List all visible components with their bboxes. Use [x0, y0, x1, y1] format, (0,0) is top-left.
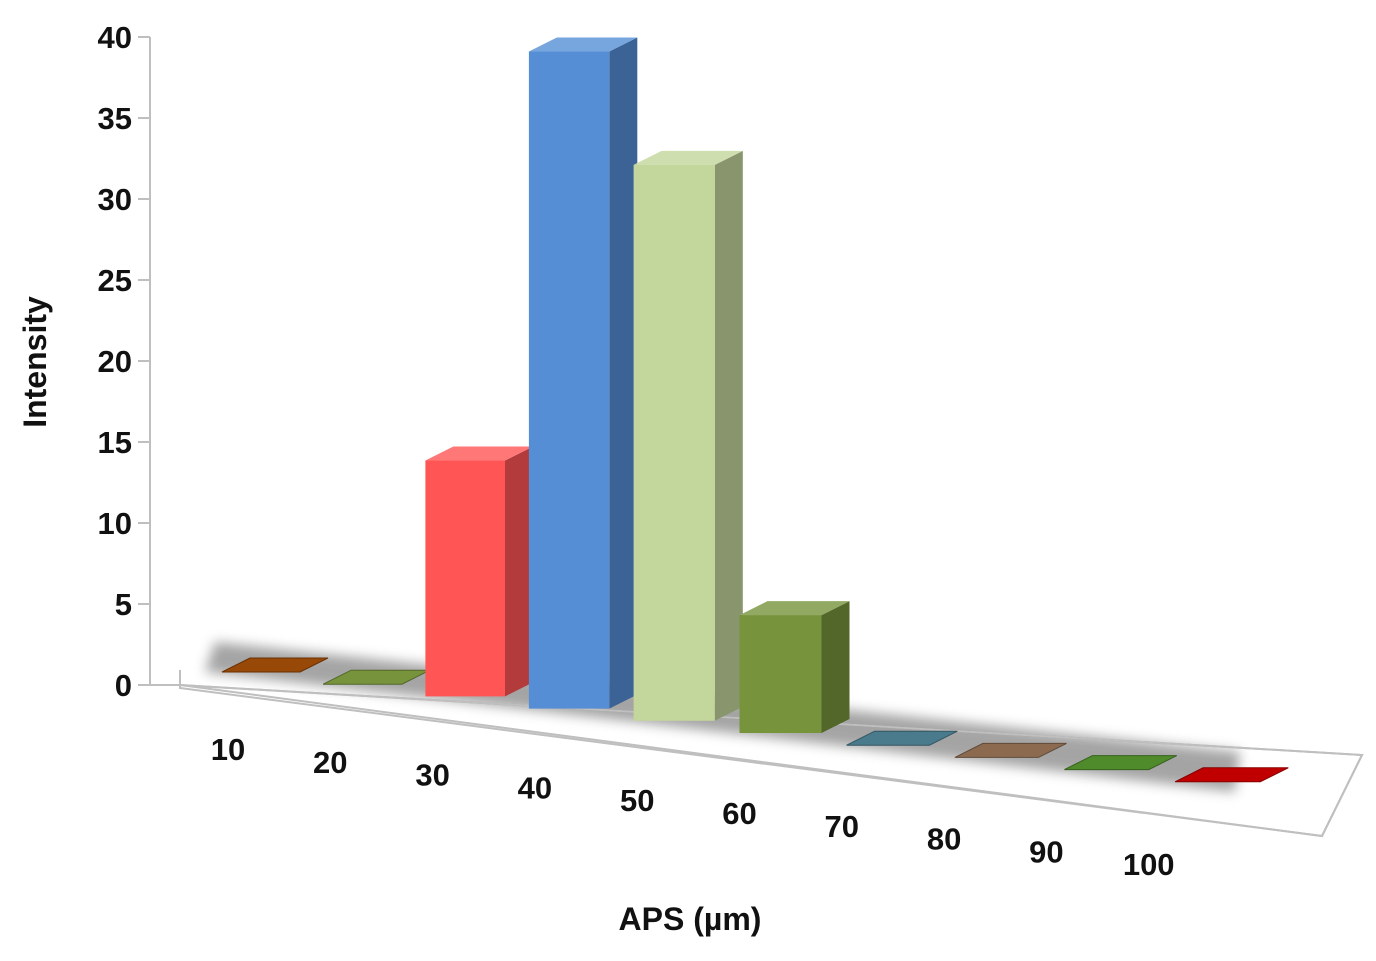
x-tick-label: 90 — [1029, 834, 1063, 869]
bar-10 — [221, 657, 329, 673]
bar-flat-tile — [1174, 767, 1289, 783]
x-tick-label: 10 — [211, 732, 245, 767]
y-tick-label: 35 — [98, 101, 132, 136]
bar-30 — [425, 446, 533, 697]
bar-70 — [846, 730, 958, 746]
bar-side — [821, 601, 850, 733]
x-tick-label: 30 — [415, 758, 449, 793]
bar-flat-tile — [1064, 755, 1178, 771]
bar-top — [425, 446, 533, 461]
bar-top — [633, 150, 743, 165]
y-axis-title: Intensity — [17, 296, 53, 428]
y-tick-label: 20 — [98, 344, 132, 379]
bar-60 — [739, 601, 850, 733]
x-tick-label: 40 — [518, 770, 552, 805]
y-tick-label: 10 — [98, 506, 132, 541]
bar-50 — [633, 150, 743, 721]
bar-40 — [528, 37, 638, 709]
y-tick-label: 5 — [115, 587, 132, 622]
y-tick-label: 40 — [98, 20, 132, 55]
bar-front — [633, 164, 715, 721]
bar-90 — [1064, 755, 1178, 771]
bar-flat-tile — [221, 657, 329, 673]
bar-top — [528, 37, 638, 52]
x-tick-label: 70 — [825, 809, 859, 844]
bar-front — [739, 615, 822, 733]
bar-100 — [1174, 767, 1289, 783]
x-tick-label: 60 — [722, 796, 756, 831]
bar-side — [609, 37, 638, 709]
bar-80 — [954, 742, 1067, 758]
bar-flat-tile — [954, 742, 1067, 758]
bar-front — [528, 51, 610, 709]
x-tick-label: 20 — [313, 745, 347, 780]
x-axis-title: APS (µm) — [619, 901, 762, 937]
x-tick-label: 50 — [620, 783, 654, 818]
x-tick-label: 80 — [927, 822, 961, 857]
y-tick-label: 0 — [115, 668, 132, 703]
bar-front — [425, 460, 505, 697]
bar-top — [739, 601, 850, 616]
bar-flat-tile — [846, 730, 958, 746]
y-tick-label: 25 — [98, 263, 132, 298]
bar-side — [714, 150, 743, 721]
y-tick-label: 30 — [98, 182, 132, 217]
bar-side — [505, 446, 533, 697]
y-tick-label: 15 — [98, 425, 132, 460]
x-tick-label: 100 — [1123, 847, 1175, 882]
